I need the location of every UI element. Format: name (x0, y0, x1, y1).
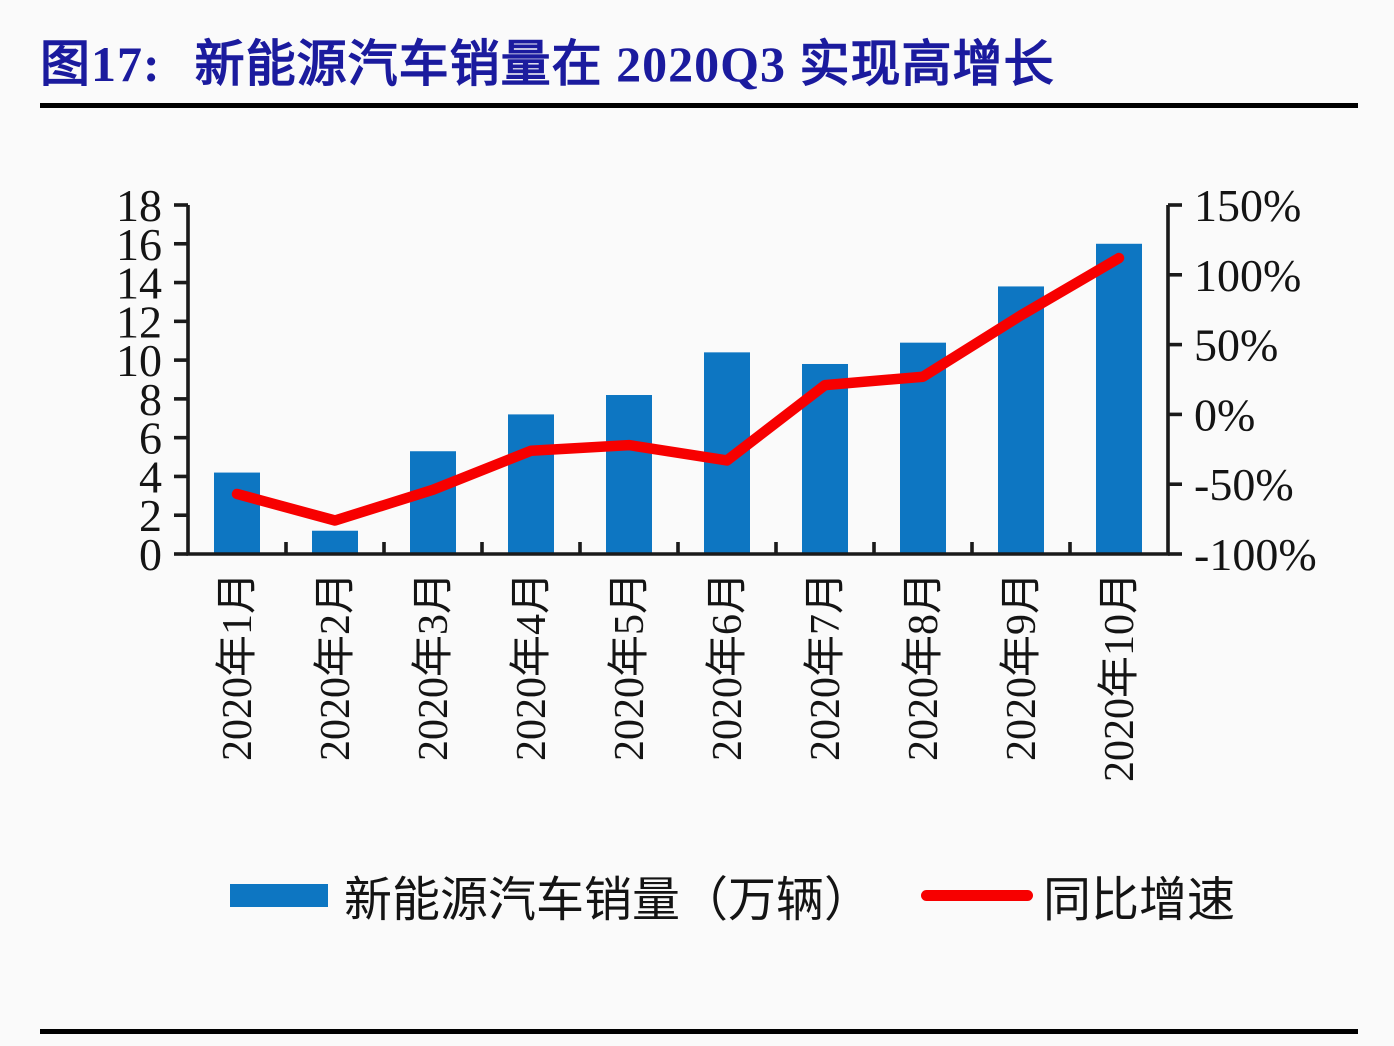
figure-number: 图17: (40, 36, 161, 92)
left-axis-label: 4 (139, 451, 162, 502)
left-axis-label: 12 (116, 296, 162, 347)
growth-line (231, 252, 1125, 526)
right-axis-label: -100% (1194, 529, 1317, 580)
x-axis-label: 2020年1月 (214, 572, 261, 761)
bar-month-3 (410, 451, 456, 554)
right-axis-label: 100% (1194, 250, 1301, 301)
x-axis-label: 2020年8月 (900, 572, 947, 761)
bar-month-4 (508, 414, 554, 554)
bar-month-10 (1096, 243, 1142, 554)
x-axis-label: 2020年3月 (410, 572, 457, 761)
bar-month-5 (606, 395, 652, 554)
left-axis-label: 2 (139, 490, 162, 541)
x-axis-label: 2020年6月 (704, 572, 751, 761)
bottom-divider-line (40, 1029, 1358, 1034)
left-axis-label: 16 (116, 219, 162, 270)
left-axis-label: 8 (139, 374, 162, 425)
x-axis-label: 2020年9月 (998, 572, 1045, 761)
legend-line-label: 同比增速 (1043, 874, 1236, 927)
chart-title: 图17: 新能源汽车销量在 2020Q3 实现高增长 (40, 24, 1055, 96)
x-axis-label: 2020年4月 (508, 572, 555, 761)
legend-bar-swatch (230, 883, 328, 907)
right-axis-label: 150% (1194, 180, 1301, 231)
legend-item-growth: 同比增速 (921, 866, 1235, 927)
left-axis-label: 10 (116, 335, 162, 386)
right-axis-label: -50% (1194, 459, 1294, 510)
bar-month-1 (214, 472, 260, 554)
chart-title-text: 新能源汽车销量在 2020Q3 实现高增长 (194, 36, 1055, 92)
bar-month-2 (312, 530, 358, 554)
x-axis-label: 2020年2月 (312, 572, 359, 761)
left-axis-label: 14 (116, 258, 162, 309)
title-divider-line (40, 103, 1358, 108)
legend-item-sales: 新能源汽车销量（万辆） (230, 866, 872, 927)
right-axis-label: 50% (1194, 320, 1278, 371)
left-axis-label: 0 (139, 529, 162, 580)
left-axis-label: 18 (116, 180, 162, 231)
left-axis-label: 6 (139, 413, 162, 464)
legend-line-swatch (921, 889, 1033, 901)
legend-bar-label: 新能源汽车销量（万辆） (344, 874, 873, 927)
x-axis-label: 2020年5月 (606, 572, 653, 761)
right-axis-label: 0% (1194, 389, 1255, 440)
x-axis-label: 2020年10月 (1096, 572, 1143, 782)
x-axis-label: 2020年7月 (802, 572, 849, 761)
